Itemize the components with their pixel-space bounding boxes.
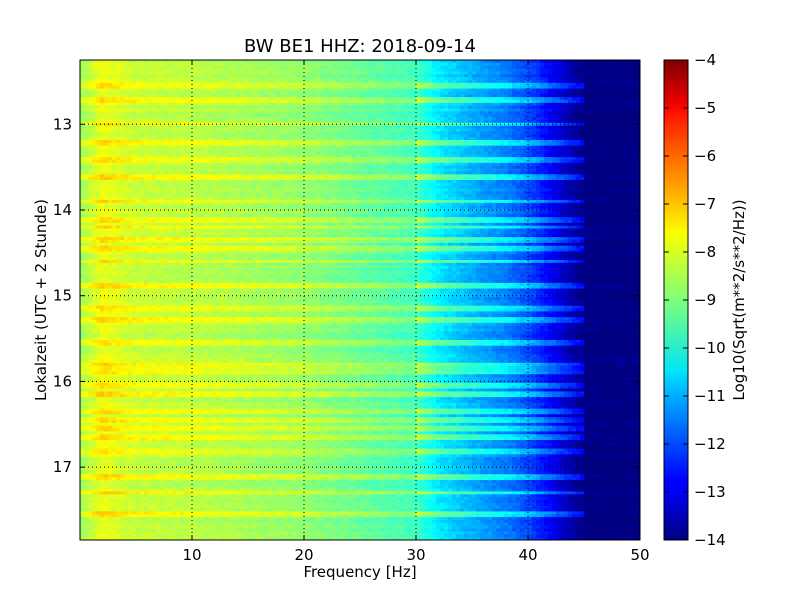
spectrogram-figure: BW BE1 HHZ: 2018-09-14 10 20 30 40 50 131415… bbox=[0, 0, 800, 600]
chart-title: BW BE1 HHZ: 2018-09-14 bbox=[244, 36, 476, 57]
spectrogram-heatmap bbox=[80, 60, 641, 541]
